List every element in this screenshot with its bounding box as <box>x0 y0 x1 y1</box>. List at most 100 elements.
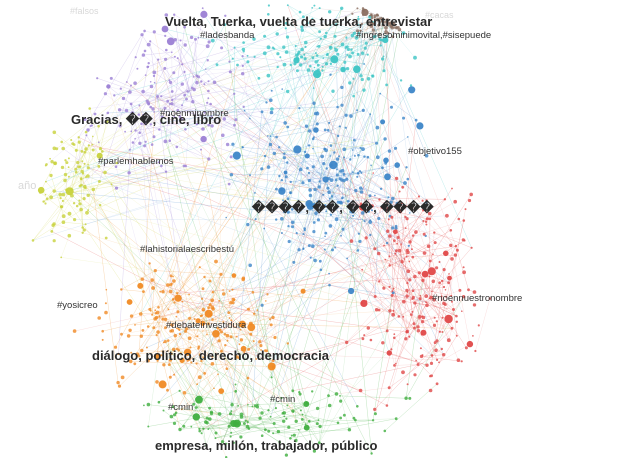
network-edge <box>176 316 198 337</box>
network-edge <box>104 162 118 173</box>
network-node <box>330 195 334 198</box>
network-edge <box>185 331 310 422</box>
network-edge <box>71 123 142 190</box>
network-edge <box>236 155 266 157</box>
network-edge <box>155 318 190 360</box>
network-node <box>176 108 180 112</box>
network-node <box>246 222 250 227</box>
network-edge <box>224 93 235 120</box>
network-edge <box>381 207 388 232</box>
network-node <box>353 154 356 157</box>
network-node <box>160 121 163 124</box>
network-edge <box>43 144 93 202</box>
network-node <box>306 68 311 72</box>
network-node <box>195 80 199 85</box>
network-node <box>201 322 205 326</box>
network-node <box>235 335 238 338</box>
network-node <box>314 60 318 64</box>
network-node <box>286 125 290 129</box>
network-edge <box>164 68 185 96</box>
network-edge <box>93 189 119 383</box>
network-node <box>201 314 204 317</box>
network-edge <box>391 237 399 296</box>
network-node <box>161 317 165 321</box>
network-edge <box>155 313 187 329</box>
network-node <box>91 148 95 152</box>
network-edge <box>175 39 198 83</box>
network-node <box>318 7 321 10</box>
network-node <box>78 184 82 188</box>
network-edge <box>163 410 184 427</box>
network-edge <box>221 331 337 395</box>
network-edge <box>386 331 408 406</box>
network-edge <box>45 181 55 192</box>
network-node <box>344 126 347 129</box>
network-edge <box>108 86 132 105</box>
network-edge <box>130 86 152 105</box>
network-node <box>222 321 225 323</box>
network-edge <box>276 130 310 138</box>
network-node <box>329 144 333 147</box>
network-node <box>88 107 91 110</box>
network-edge <box>414 302 428 306</box>
network-node <box>312 147 314 150</box>
network-node <box>82 228 86 232</box>
network-edge <box>175 39 193 102</box>
network-edge <box>286 23 359 55</box>
network-node <box>210 298 215 303</box>
network-edge <box>301 56 394 289</box>
network-edge <box>358 173 444 355</box>
network-edge <box>455 240 465 247</box>
network-edge <box>185 44 244 107</box>
network-node <box>316 111 319 113</box>
network-node <box>174 294 182 302</box>
network-node <box>422 232 426 236</box>
network-node <box>331 89 335 93</box>
network-node <box>218 328 222 332</box>
network-edge <box>259 407 277 419</box>
network-node <box>356 109 359 112</box>
network-edge <box>326 167 383 181</box>
network-edge <box>264 228 358 407</box>
network-node <box>450 257 454 261</box>
network-node <box>252 340 255 343</box>
network-edge <box>313 148 325 167</box>
network-node <box>263 227 266 230</box>
network-edge <box>395 209 424 254</box>
network-edge <box>242 324 257 360</box>
edge-layer <box>32 5 491 458</box>
network-edge <box>304 112 318 152</box>
network-edge <box>279 147 308 169</box>
network-node <box>60 205 64 209</box>
network-edge <box>204 93 235 113</box>
network-edge <box>63 222 86 225</box>
network-edge <box>204 276 320 443</box>
network-node <box>406 269 411 274</box>
network-edge <box>318 39 382 66</box>
network-edge <box>330 38 381 48</box>
network-edge <box>224 93 235 120</box>
network-edge <box>407 321 423 332</box>
network-edge <box>76 150 414 206</box>
network-node <box>183 25 187 29</box>
network-edge <box>329 156 365 199</box>
network-edge <box>422 317 435 322</box>
network-node <box>352 77 355 80</box>
network-edge <box>196 406 258 408</box>
network-node <box>357 17 360 21</box>
network-node <box>168 102 171 105</box>
network-edge <box>170 360 216 439</box>
network-node <box>181 300 184 303</box>
network-node <box>140 348 144 353</box>
network-node <box>357 153 360 157</box>
network-edge <box>209 280 253 293</box>
network-edge <box>150 41 186 332</box>
network-node <box>67 211 72 216</box>
network-edge <box>186 98 458 251</box>
network-edge <box>244 110 449 283</box>
network-node <box>206 101 209 104</box>
network-edge <box>433 299 457 317</box>
network-node <box>356 405 359 408</box>
network-edge <box>215 261 453 329</box>
network-edge <box>76 172 143 280</box>
